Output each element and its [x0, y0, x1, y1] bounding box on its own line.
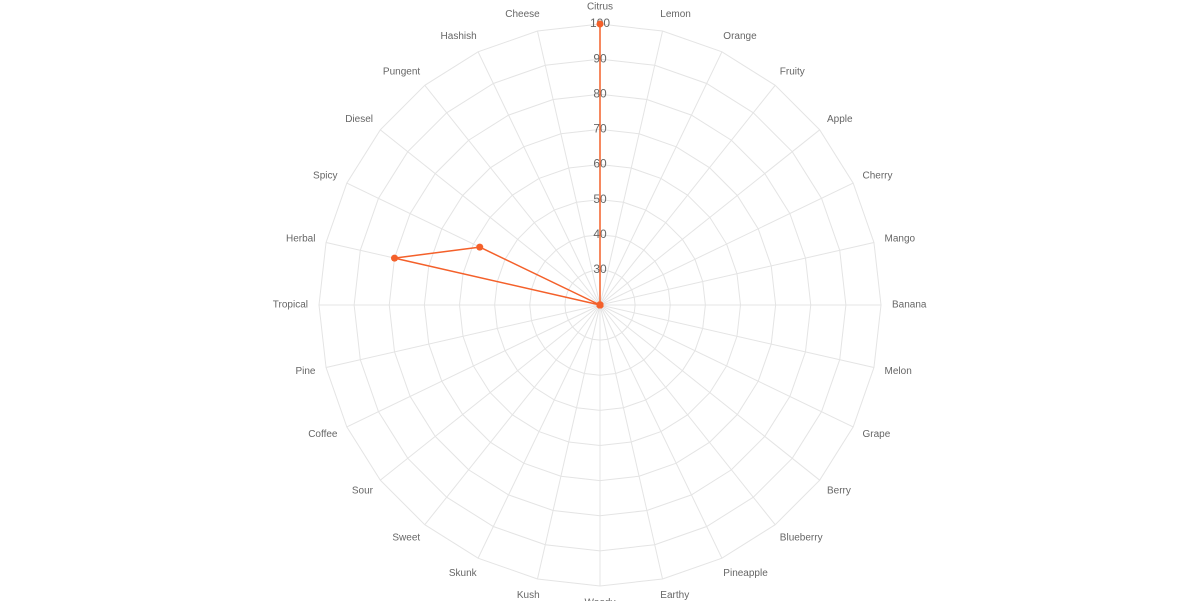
- series-layer: [391, 20, 604, 309]
- spoke-line: [599, 182, 854, 306]
- spoke-line: [599, 129, 821, 306]
- series-line: [393, 23, 601, 306]
- axis-label-melon: Melon: [885, 366, 912, 377]
- spoke-line: [599, 304, 723, 559]
- axis-label-cheese: Cheese: [505, 9, 540, 20]
- spoke-line: [424, 304, 601, 526]
- axis-label-berry: Berry: [827, 485, 851, 496]
- axis-label-pineapple: Pineapple: [723, 568, 768, 579]
- data-point-spicy[interactable]: [476, 243, 484, 251]
- data-point-cheese[interactable]: [596, 301, 604, 309]
- axis-label-pine: Pine: [295, 366, 315, 377]
- spoke-line: [477, 51, 601, 306]
- axis-label-kush: Kush: [517, 590, 540, 601]
- spoke-line: [536, 30, 601, 306]
- spoke-line: [599, 304, 776, 526]
- spoke-line: [599, 304, 875, 369]
- axis-label-tropical: Tropical: [273, 300, 308, 311]
- spoke-line: [599, 30, 664, 306]
- spoke-line: [599, 84, 776, 306]
- axis-label-skunk: Skunk: [449, 568, 478, 579]
- spoke-line: [599, 304, 821, 481]
- axis-label-spicy: Spicy: [313, 170, 337, 181]
- spoke-line: [536, 304, 601, 580]
- axis-labels: Citrus Lemon Orange Fruity Apple Cherry Mango B…: [273, 2, 927, 601]
- axis-label-pungent: Pungent: [383, 67, 420, 78]
- axis-label-herbal: Herbal: [286, 233, 315, 244]
- spoke-line: [599, 304, 854, 428]
- axis-label-citrus: Citrus: [587, 2, 613, 13]
- axis-label-apple: Apple: [827, 114, 853, 125]
- spoke-line: [346, 304, 601, 428]
- axis-label-woody: Woody: [585, 598, 616, 601]
- spoke-line: [325, 304, 601, 369]
- data-point-citrus[interactable]: [596, 20, 604, 28]
- spoke-line: [379, 129, 601, 306]
- axis-label-orange: Orange: [723, 31, 757, 42]
- spoke-line: [599, 304, 664, 580]
- axis-label-banana: Banana: [892, 300, 927, 311]
- spoke-line: [599, 241, 875, 306]
- axis-label-fruity: Fruity: [780, 67, 805, 78]
- axis-label-coffee: Coffee: [308, 429, 338, 440]
- spoke-line: [424, 84, 601, 306]
- data-point-herbal[interactable]: [391, 254, 399, 262]
- axis-label-lemon: Lemon: [660, 9, 691, 20]
- axis-label-grape: Grape: [862, 429, 890, 440]
- axis-label-sweet: Sweet: [392, 533, 420, 544]
- axis-label-earthy: Earthy: [660, 590, 689, 601]
- spoke-line: [599, 51, 723, 306]
- axis-label-sour: Sour: [352, 485, 374, 496]
- axis-label-cherry: Cherry: [862, 170, 892, 181]
- axis-label-diesel: Diesel: [345, 114, 373, 125]
- spoke-line: [379, 304, 601, 481]
- axis-label-mango: Mango: [885, 233, 916, 244]
- spoke-line: [477, 304, 601, 559]
- axis-label-blueberry: Blueberry: [780, 533, 823, 544]
- axis-label-hashish: Hashish: [441, 31, 477, 42]
